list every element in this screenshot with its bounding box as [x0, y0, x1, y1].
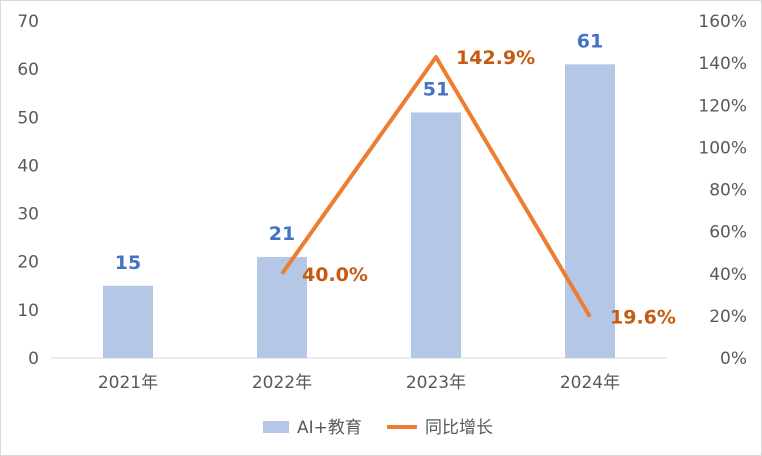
y-right-tick-label: 80%	[709, 181, 747, 201]
y-left-tick-label: 60	[17, 60, 39, 80]
x-tick-label: 2022年	[252, 373, 312, 393]
line-layer	[280, 55, 592, 318]
bar	[103, 285, 153, 358]
legend: AI+教育 同比增长	[263, 418, 493, 438]
y-right-tick-label: 140%	[698, 54, 747, 74]
y-left-tick-label: 20	[17, 253, 39, 273]
legend-label-line: 同比增长	[425, 418, 493, 438]
y-left-tick-label: 30	[17, 205, 39, 225]
bar-data-label: 61	[577, 30, 603, 52]
line-data-label: 40.0%	[302, 264, 368, 286]
bars-layer	[103, 64, 615, 359]
data-labels-layer: 15 21 51 61 40.0% 142.9% 19.6%	[115, 30, 676, 328]
y-left-tick-label: 70	[17, 12, 39, 32]
bar-data-label: 21	[269, 223, 295, 245]
y-right-tick-label: 40%	[709, 265, 747, 285]
y-left-tick-label: 10	[17, 301, 39, 321]
bar	[411, 112, 461, 358]
bar-data-label: 51	[423, 78, 449, 100]
y-left-tick-label: 0	[28, 349, 39, 369]
legend-label-bar: AI+教育	[297, 418, 362, 438]
y-left-tick-label: 40	[17, 156, 39, 176]
y-left-tick-label: 50	[17, 108, 39, 128]
y-right-tick-label: 60%	[709, 223, 747, 243]
y-right-tick-label: 120%	[698, 96, 747, 116]
y-right-tick-label: 20%	[709, 307, 747, 327]
y-right-tick-label: 160%	[698, 12, 747, 32]
legend-swatch-bar	[263, 421, 289, 433]
x-tick-label: 2023年	[406, 373, 466, 393]
line-data-label: 142.9%	[456, 47, 535, 69]
y-right-tick-label: 100%	[698, 138, 747, 158]
axes-layer: 0 10 20 30 40 50 60 70 0% 20% 40% 60% 80% 100% 120% 140…	[17, 12, 747, 393]
bar-data-label: 15	[115, 252, 141, 274]
line-data-label: 19.6%	[610, 307, 676, 329]
x-tick-label: 2021年	[98, 373, 158, 393]
bar	[565, 64, 615, 359]
y-right-tick-label: 0%	[720, 349, 747, 369]
x-tick-label: 2024年	[560, 373, 620, 393]
